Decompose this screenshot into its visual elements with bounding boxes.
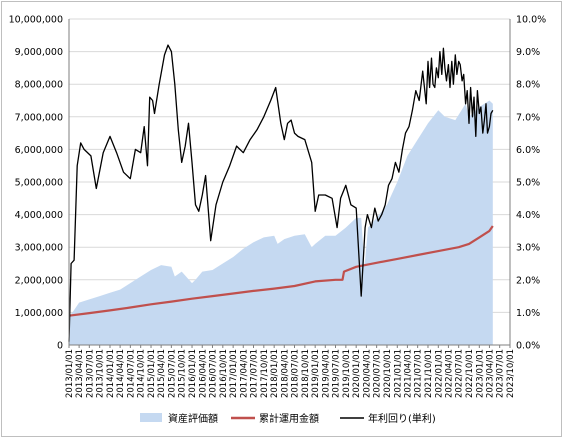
x-tick-label: 2013/04/01 [75,349,85,398]
x-tick-label: 2018/04/01 [280,349,290,398]
x-tick-label: 2020/04/01 [362,349,372,398]
x-tick-label: 2020/07/01 [373,349,383,398]
x-tick-label: 2019/04/01 [321,349,331,398]
x-tick-label: 2022/07/01 [455,349,465,398]
y-right-tick-label: 5.0% [516,178,540,189]
y-left-tick-label: 6,000,000 [15,145,63,156]
x-tick-label: 2017/04/01 [239,349,249,398]
x-tick-label: 2023/07/01 [496,349,506,398]
legend-label: 資産評価額 [168,412,218,425]
y-left-tick-label: 7,000,000 [15,112,63,123]
x-tick-label: 2016/10/01 [219,349,229,398]
x-tick-label: 2016/07/01 [208,349,218,398]
series-line-2 [68,44,494,342]
x-tick-label: 2018/01/01 [270,349,280,398]
x-tick-label: 2013/01/01 [65,349,75,398]
x-tick-label: 2016/04/01 [198,349,208,398]
x-tick-label: 2015/07/01 [167,349,177,398]
x-tick-label: 2013/10/01 [96,349,106,398]
x-tick-label: 2019/10/01 [342,349,352,398]
y-left-tick-label: 9,000,000 [15,47,63,58]
y-right-tick-label: 6.0% [516,145,540,156]
y-left-tick-label: 5,000,000 [15,178,63,189]
x-tick-label: 2021/07/01 [414,349,424,398]
x-tick-label: 2022/01/01 [434,349,444,398]
x-tick-label: 2013/07/01 [85,349,95,398]
y-left-tick-label: 8,000,000 [15,80,63,91]
x-tick-label: 2015/04/01 [157,349,167,398]
x-tick-label: 2019/07/01 [332,349,342,398]
area-series-layer [69,100,493,345]
x-tick-label: 2014/07/01 [126,349,136,398]
x-tick-label: 2017/07/01 [249,349,259,398]
y-left-tick-label: 10,000,000 [9,15,63,26]
left-axis-tick-labels: 0 1,000,000 2,000,000 3,000,000 4,000,000 5,0… [9,15,63,352]
x-tick-label: 2020/10/01 [383,349,393,398]
y-left-tick-label: 3,000,000 [15,243,63,254]
x-tick-label: 2015/10/01 [178,349,188,398]
legend-label: 年利回り(単利) [368,412,436,425]
y-left-tick-label: 4,000,000 [15,210,63,221]
right-axis-tick-labels: 0.0% 1.0% 2.0% 3.0% 4.0% 5.0% 6.0% 7.0% 8.0% 9.0%… [516,15,546,352]
x-tick-label: 2014/10/01 [137,349,147,398]
y-left-tick-label: 2,000,000 [15,275,63,286]
x-tick-label: 2014/01/01 [106,349,116,398]
x-tick-label: 2023/10/01 [506,349,516,398]
x-tick-label: 2014/04/01 [116,349,126,398]
legend-swatch-area [140,413,162,422]
series-line-1 [68,225,494,317]
x-tick-label: 2019/01/01 [311,349,321,398]
x-tick-label: 2021/04/01 [403,349,413,398]
y-right-tick-label: 9.0% [516,47,540,58]
legend-label: 累計運用金額 [259,412,319,425]
x-tick-label: 2015/01/01 [147,349,157,398]
y-right-tick-label: 3.0% [516,243,540,254]
x-tick-label: 2020/01/01 [352,349,362,398]
y-right-tick-label: 0.0% [516,341,540,352]
x-tick-label: 2022/10/01 [465,349,475,398]
y-left-tick-label: 0 [57,341,63,352]
x-tick-label: 2023/01/01 [475,349,485,398]
x-tick-label: 2017/01/01 [229,349,239,398]
axes [68,19,511,348]
x-tick-label: 2023/04/01 [485,349,495,398]
y-right-tick-label: 7.0% [516,112,540,123]
legend: 資産評価額 累計運用金額 年利回り(単利) [140,412,436,425]
x-tick-label: 2022/04/01 [444,349,454,398]
y-right-tick-label: 2.0% [516,275,540,286]
x-tick-label: 2017/10/01 [260,349,270,398]
y-left-tick-label: 1,000,000 [15,308,63,319]
x-tick-label: 2021/10/01 [424,349,434,398]
y-right-tick-label: 1.0% [516,308,540,319]
x-tick-label: 2021/01/01 [393,349,403,398]
x-axis-tick-labels: 2013/01/01 2013/04/01 2013/07/01 2013/10/01… [65,349,516,398]
y-right-tick-label: 10.0% [516,15,546,26]
series-area-0 [69,100,493,345]
line-series-layer [68,44,494,342]
y-right-tick-label: 8.0% [516,80,540,91]
y-right-tick-label: 4.0% [516,210,540,221]
x-tick-label: 2018/10/01 [301,349,311,398]
x-tick-label: 2016/01/01 [188,349,198,398]
x-tick-label: 2018/07/01 [290,349,300,398]
